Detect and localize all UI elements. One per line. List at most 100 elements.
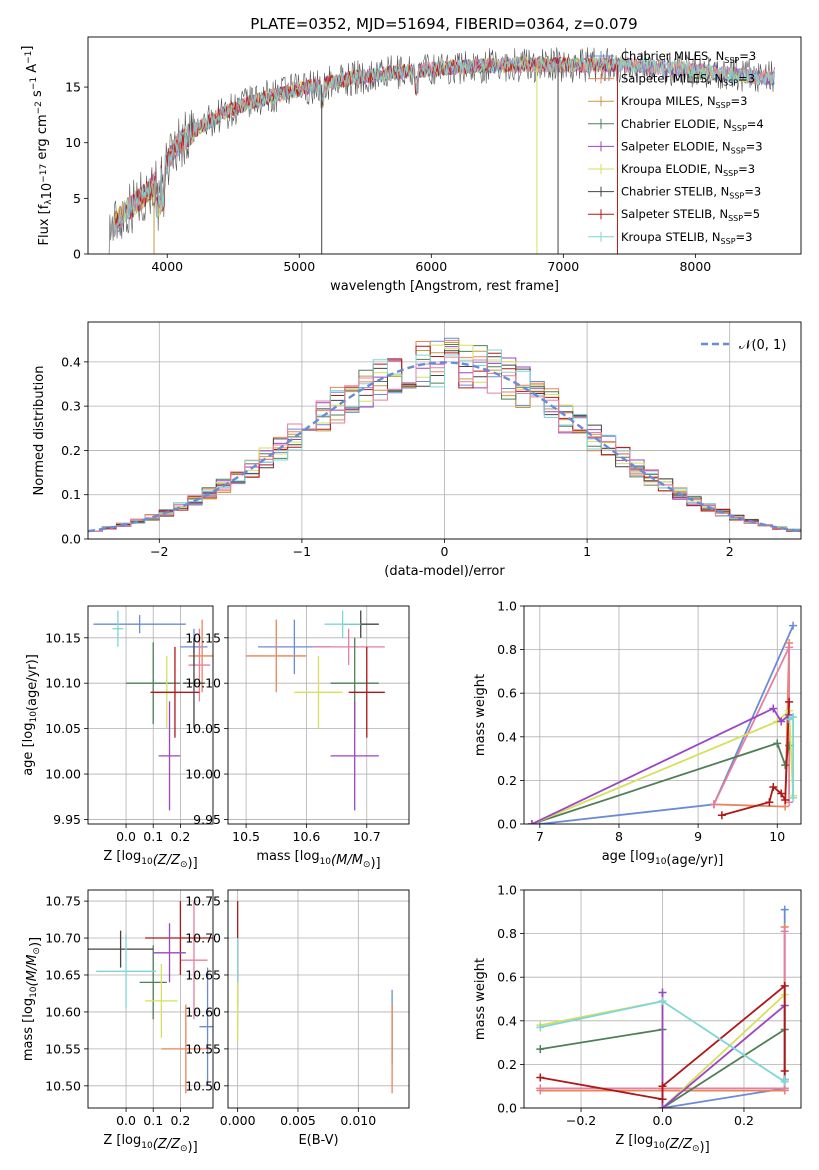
y-tick-label: 0.2 xyxy=(497,773,517,788)
label-part: log xyxy=(633,1133,653,1148)
spectrum-line xyxy=(108,47,775,254)
axes-frame xyxy=(523,605,802,825)
x-tick-label: 7 xyxy=(536,829,544,844)
x-tick-label: −0.2 xyxy=(566,1113,596,1128)
x-tick-label: 0.000 xyxy=(220,1113,256,1128)
label-part: SSP xyxy=(723,169,738,178)
weight-point xyxy=(777,789,786,798)
label-part: )] xyxy=(188,856,198,871)
y-tick-label: 0.1 xyxy=(61,487,81,502)
y-tick-label: 0.4 xyxy=(61,354,81,369)
weight-point xyxy=(777,717,786,726)
spectrum-line xyxy=(114,56,619,237)
label-part: (Z/Z xyxy=(153,1137,181,1152)
legend-label: Kroupa MILES, NSSP=3 xyxy=(621,94,747,110)
label-part: Chabrier MILES, N xyxy=(621,49,724,63)
x-tick-label: 0.005 xyxy=(280,1113,316,1128)
legend-label: Chabrier STELIB, NSSP=3 xyxy=(621,185,761,201)
weight-point xyxy=(536,1084,545,1093)
label-part: (data-model)/error xyxy=(384,564,505,579)
label-part: Flux [f xyxy=(37,204,52,245)
y-tick-label: 10.70 xyxy=(45,931,81,946)
label-part: Kroupa ELODIE, N xyxy=(621,162,723,176)
y-tick-label: 10.70 xyxy=(185,931,221,946)
y-tick-label: 10.15 xyxy=(185,630,221,645)
y-tick-label: 0.2 xyxy=(61,443,81,458)
weight-point xyxy=(658,1082,667,1091)
y-tick-label: 15 xyxy=(65,80,81,95)
y-tick-label: 0.0 xyxy=(497,1101,517,1116)
label-part: =3 xyxy=(746,139,763,153)
histogram-step xyxy=(88,345,801,534)
label-part: SSP xyxy=(721,237,736,246)
label-part: log xyxy=(300,849,320,864)
x-tick-label: 0.1 xyxy=(143,829,163,844)
x-tick-label: 10 xyxy=(769,829,785,844)
weight-point xyxy=(780,1075,789,1084)
weight-point xyxy=(536,1023,545,1032)
label-part: Chabrier STELIB, N xyxy=(621,185,729,199)
legend-label: Salpeter ELODIE, NSSP=3 xyxy=(621,139,763,155)
y-tick-label: 10.00 xyxy=(185,767,221,782)
histogram-step xyxy=(88,342,801,534)
x-tick-label: 0.2 xyxy=(734,1113,754,1128)
label-part: =3 xyxy=(744,185,761,199)
y-tick-label: 10.75 xyxy=(45,894,81,909)
plot-area-residuals xyxy=(88,337,801,534)
x-tick-label: 0.0 xyxy=(653,1113,673,1128)
x-tick-label: −1 xyxy=(293,544,311,559)
legend-label: Kroupa STELIB, NSSP=3 xyxy=(621,230,752,246)
x-axis-label: Z [log10(Z/Z⊙)] xyxy=(103,1133,197,1155)
y-axis-label: mass weight xyxy=(473,674,488,756)
weight-point xyxy=(780,905,789,914)
x-axis-label: mass [log10(M/M⊙)] xyxy=(256,849,380,871)
histogram-step xyxy=(88,346,801,534)
axes-residuals: −2 −1 0 1 2 0.0 0.1 0.2 0.3 0.4 (data-model)/error… xyxy=(32,321,802,579)
x-tick-label: 0 xyxy=(441,544,449,559)
axes-frame xyxy=(227,889,410,1109)
y-tick-label: 0.8 xyxy=(497,642,517,657)
weight-point xyxy=(658,1095,667,1104)
label-part: SSP xyxy=(716,101,731,110)
axes-mass-vs-Z: 0.0 0.1 0.2 10.50 10.55 10.60 10.65 10.70 10.75 Z… xyxy=(21,889,214,1155)
y-tick-label: 1.0 xyxy=(497,883,517,898)
legend-label: Salpeter STELIB, NSSP=5 xyxy=(621,207,760,223)
y-tick-label: 10.00 xyxy=(45,767,81,782)
x-tick-label: 0.0 xyxy=(116,829,136,844)
y-tick-label: 10.60 xyxy=(185,1004,221,1019)
label-part: mass [ xyxy=(21,1018,36,1061)
x-axis-label: (data-model)/error xyxy=(384,564,505,579)
label-part: 10 xyxy=(141,857,153,867)
label-part: )] xyxy=(700,1140,710,1155)
label-part: =3 xyxy=(738,162,755,176)
figure-title: PLATE=0352, MJD=51694, FIBERID=0364, z=0… xyxy=(250,15,637,33)
y-tick-label: 0.0 xyxy=(61,532,81,547)
label-part: Salpeter ELODIE, N xyxy=(621,139,731,153)
label-part: =3 xyxy=(731,94,748,108)
axes-mass-vs-ebv: 0.000 0.005 0.010 10.50 10.55 10.60 10.65 10.70… xyxy=(185,889,410,1148)
plot-area-age-vs-mass xyxy=(246,610,385,811)
x-tick-label: 5000 xyxy=(283,259,315,274)
weight-point xyxy=(765,798,774,807)
spectrum-line xyxy=(114,55,775,237)
weight-line xyxy=(531,708,794,824)
x-axis-label: Z [log10(Z/Z⊙)] xyxy=(615,1133,709,1155)
label-part: −1 xyxy=(24,51,34,64)
weight-line xyxy=(539,625,794,824)
label-part: SSP xyxy=(724,56,739,65)
label-part: (age/yr)] xyxy=(25,654,40,711)
label-part: wavelength [Angstrom, rest frame] xyxy=(330,279,559,294)
plot-area-weight-vs-age xyxy=(527,621,798,824)
y-axis-label: Flux [fλ10−17 erg cm−2 s−1 A−1] xyxy=(20,46,55,246)
label-part: )] xyxy=(188,1140,198,1155)
x-tick-label: 10.7 xyxy=(353,829,381,844)
axes-weight-vs-Z: −0.2 0.0 0.2 0.0 0.2 0.4 0.6 0.8 1.0 Z [log10(Z/Z… xyxy=(473,883,802,1155)
plot-area-mass-vs-Z xyxy=(88,901,213,1094)
y-tick-label: 0.2 xyxy=(497,1057,517,1072)
axes-frame xyxy=(227,605,410,825)
x-tick-label: 9 xyxy=(694,829,702,844)
label-part: log xyxy=(21,998,36,1018)
label-part: SSP xyxy=(728,214,743,223)
label-part: s xyxy=(30,90,45,101)
